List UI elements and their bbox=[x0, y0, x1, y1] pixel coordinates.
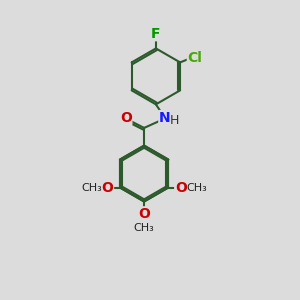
Text: O: O bbox=[120, 111, 132, 124]
Text: F: F bbox=[151, 27, 160, 41]
Text: O: O bbox=[102, 181, 113, 194]
Text: CH₃: CH₃ bbox=[134, 223, 154, 233]
Text: H: H bbox=[170, 114, 179, 127]
Text: O: O bbox=[175, 181, 187, 194]
Text: Cl: Cl bbox=[188, 51, 202, 65]
Text: CH₃: CH₃ bbox=[81, 182, 102, 193]
Text: CH₃: CH₃ bbox=[187, 182, 207, 193]
Text: N: N bbox=[159, 111, 170, 124]
Text: O: O bbox=[138, 207, 150, 221]
